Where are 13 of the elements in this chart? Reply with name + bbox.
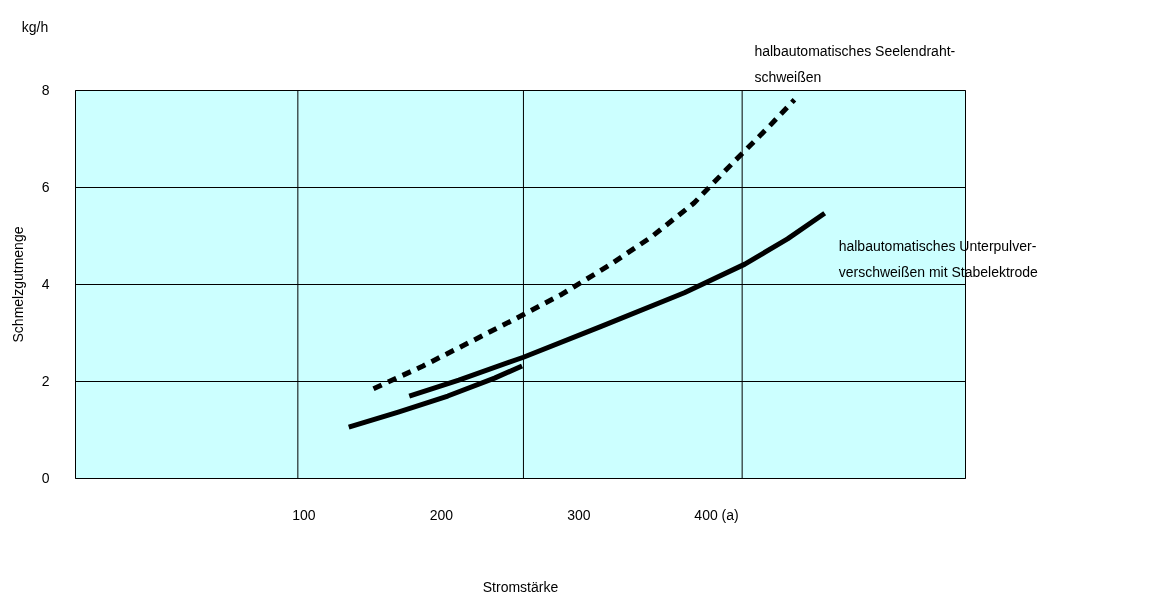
text: kg/h — [21, 19, 49, 35]
x-tick-label: 100 — [292, 506, 316, 523]
x-tick-label: 400 (a) — [694, 506, 739, 523]
y-axis-title: Schmelzgutmenge — [9, 226, 26, 343]
x-tick-label: 200 — [429, 506, 454, 523]
y-tick-label: 4 — [41, 275, 50, 292]
y-tick-label: 2 — [41, 372, 50, 389]
x-axis-title: Stromstärke — [482, 578, 559, 595]
y-tick-label: 8 — [41, 81, 50, 98]
y-tick-label: 6 — [41, 178, 50, 195]
y-tick-label: 0 — [41, 469, 50, 486]
x-tick-label: 300 — [567, 506, 591, 523]
text: halbautomatisches Seelendraht- schweißen — [754, 42, 956, 85]
